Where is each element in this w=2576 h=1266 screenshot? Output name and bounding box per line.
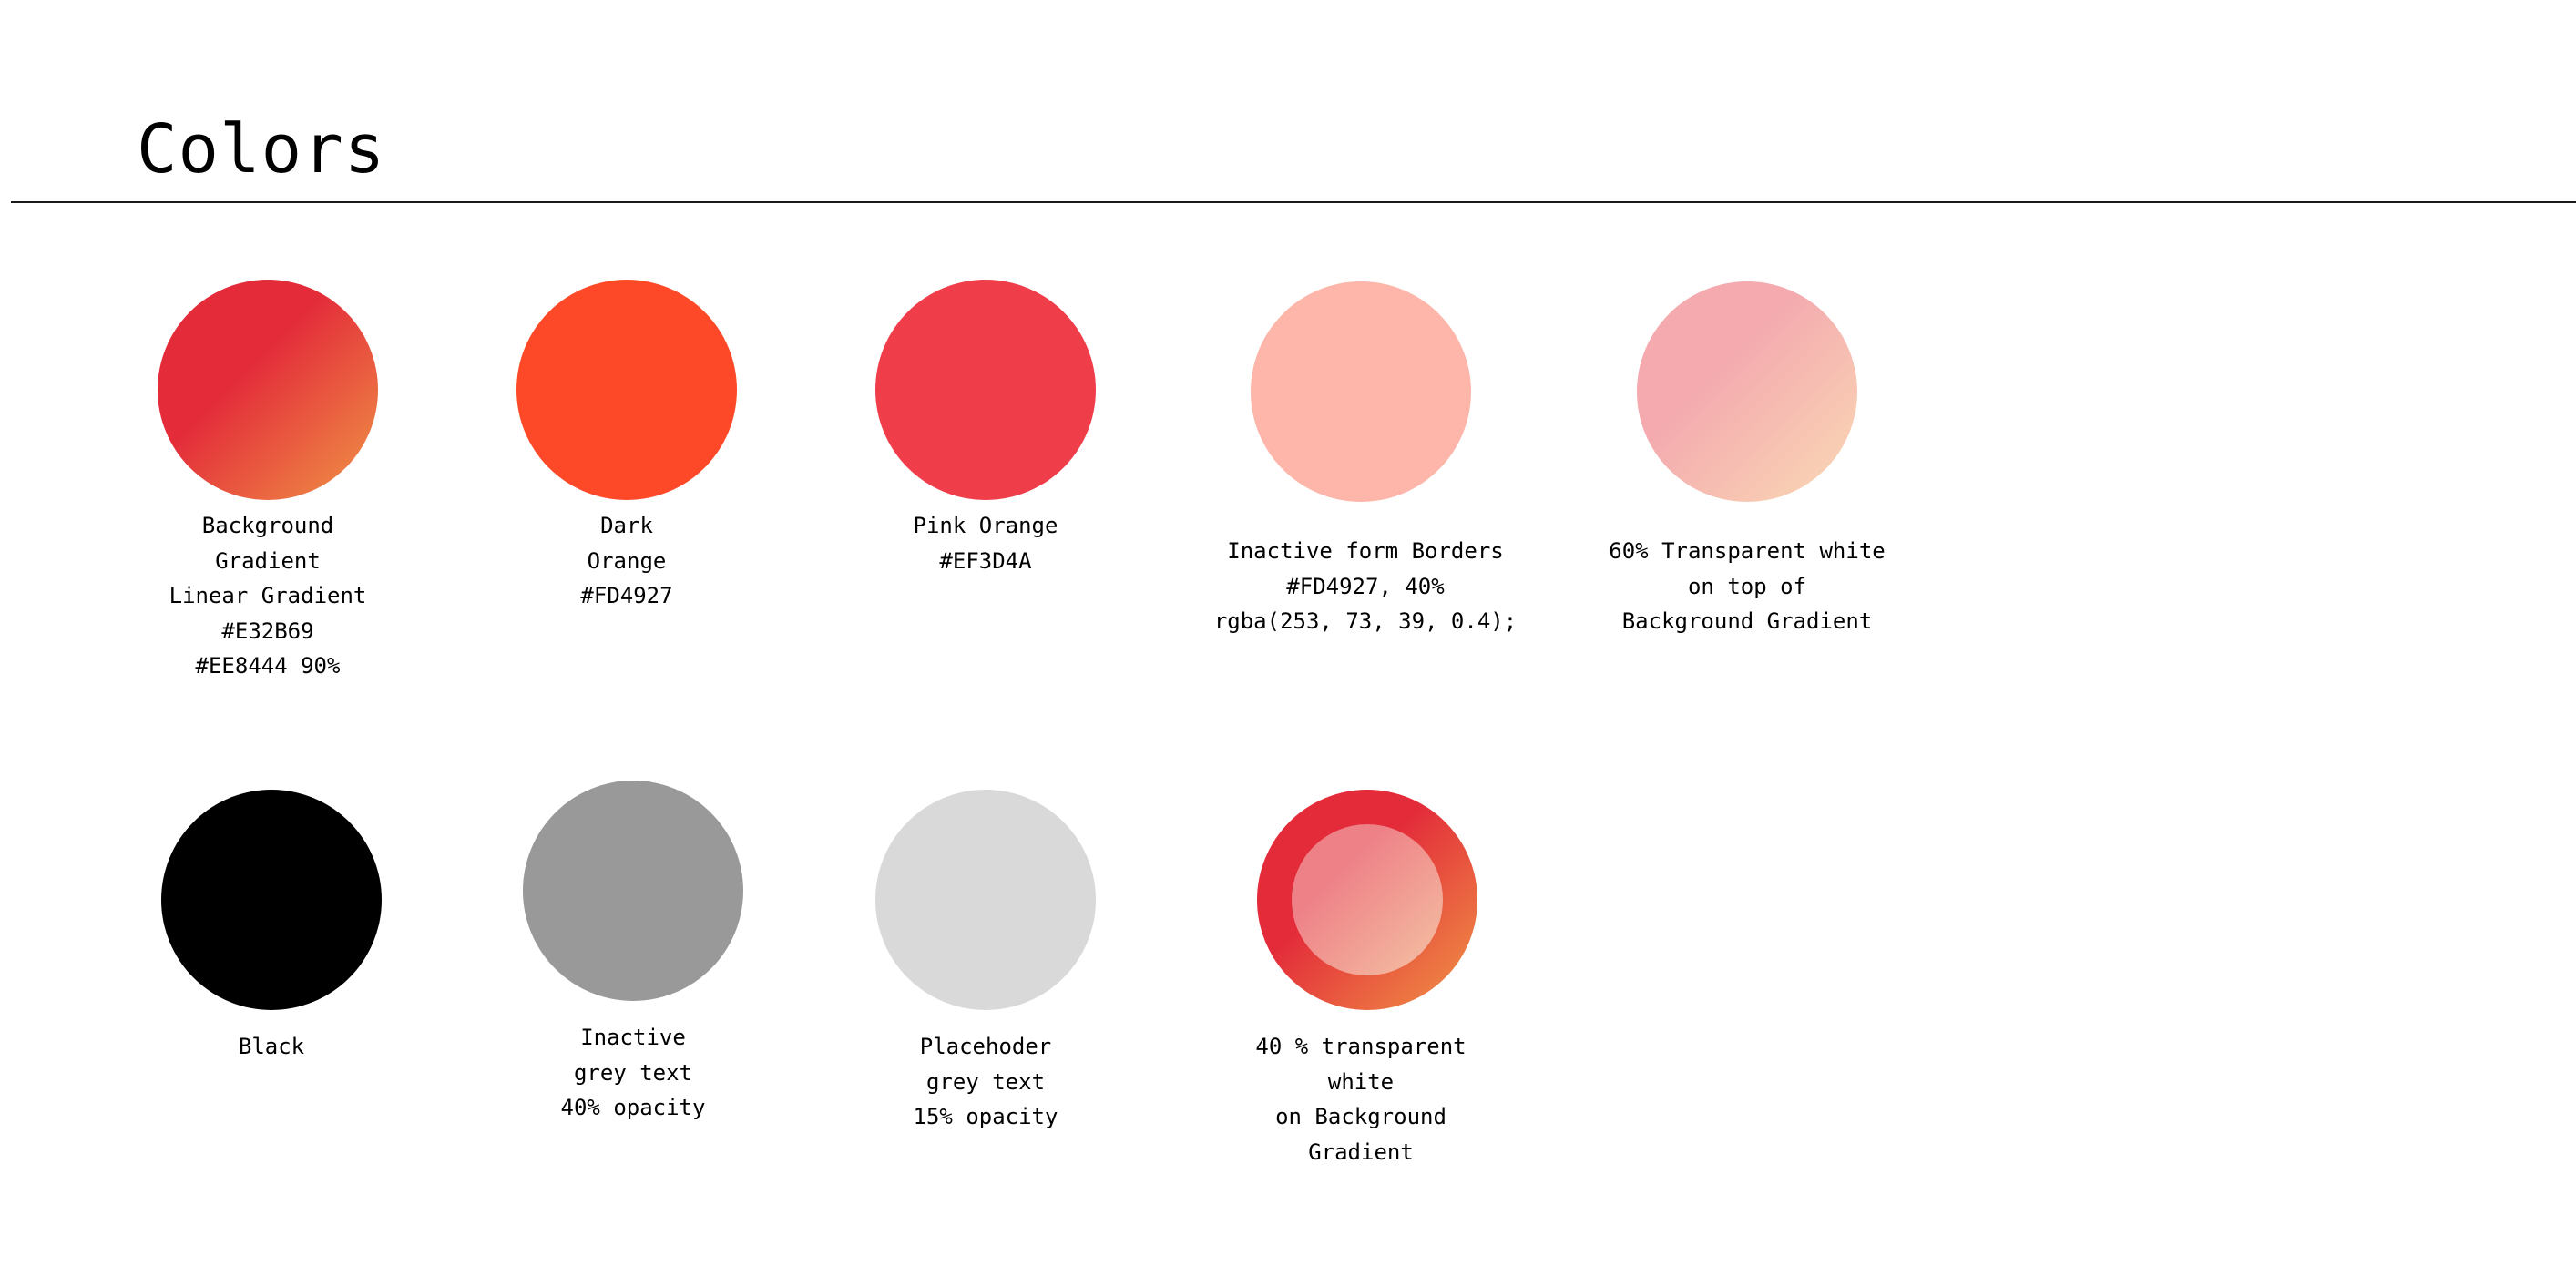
swatch-transparent-white-ring <box>1257 790 1477 1010</box>
caption-line: #E32B69 <box>221 618 314 644</box>
caption-line: Background <box>201 513 334 538</box>
caption-line: Dark <box>600 513 653 538</box>
caption-line: #FD4927 <box>580 583 673 608</box>
swatch-inactive-form-borders <box>1251 281 1471 502</box>
caption-line: Orange <box>587 547 667 574</box>
caption-line: 15% opacity <box>913 1104 1058 1129</box>
caption-line: grey text <box>573 1059 693 1086</box>
page-title: Colors <box>137 110 386 189</box>
swatch-pink-orange <box>875 280 1096 500</box>
caption-line: Gradient <box>215 547 321 574</box>
caption-line: Inactive form Borders <box>1227 538 1504 564</box>
caption-black: Black <box>98 1029 445 1065</box>
caption-line: 40% opacity <box>560 1095 706 1120</box>
caption-line: Linear Gradient <box>169 583 367 608</box>
caption-line: grey text <box>925 1068 1046 1095</box>
caption-background-gradient: Background Gradient Linear Gradient #E32… <box>95 508 441 684</box>
caption-line: Pink Orange <box>913 513 1058 538</box>
caption-placeholder-grey-text: Placehoder grey text 15% opacity <box>813 1029 1159 1135</box>
swatch-dark-orange <box>516 280 737 500</box>
caption-pink-orange: Pink Orange #EF3D4A <box>813 508 1159 578</box>
caption-transparent-white-on-gradient: 60% Transparent white on top of Backgrou… <box>1574 534 1920 639</box>
caption-line: on Background <box>1275 1104 1446 1129</box>
caption-dark-orange: Dark Orange #FD4927 <box>454 508 800 614</box>
caption-line: 40 % transparent <box>1255 1034 1467 1059</box>
swatch-inactive-grey-text <box>523 781 743 1001</box>
caption-line: Background Gradient <box>1621 608 1873 634</box>
caption-line: on top of <box>1687 573 1807 599</box>
caption-line: #EE8444 90% <box>195 653 341 679</box>
swatch-background-gradient <box>158 280 378 500</box>
caption-inactive-grey-text: Inactive grey text 40% opacity <box>460 1020 806 1126</box>
caption-line: Gradient <box>1308 1138 1414 1165</box>
swatch-placeholder-grey-text <box>875 790 1096 1010</box>
caption-line: rgba(253, 73, 39, 0.4); <box>1213 608 1518 634</box>
caption-line: #EF3D4A <box>939 547 1032 574</box>
caption-line: Inactive <box>580 1025 686 1050</box>
caption-line: white <box>1327 1068 1395 1095</box>
caption-transparent-white-ring: 40 % transparent white on Background Gra… <box>1188 1029 1534 1169</box>
swatch-transparent-white-on-gradient <box>1637 281 1857 502</box>
caption-line: Black <box>238 1034 305 1059</box>
caption-line: Placehoder <box>919 1034 1052 1059</box>
caption-line: #FD4927, 40% <box>1286 573 1445 599</box>
swatch-black <box>161 790 382 1010</box>
title-divider <box>11 201 2576 203</box>
caption-line: 60% Transparent white <box>1609 538 1886 564</box>
swatch-inner-circle <box>1292 824 1443 975</box>
caption-inactive-form-borders: Inactive form Borders #FD4927, 40% rgba(… <box>1192 534 1538 639</box>
